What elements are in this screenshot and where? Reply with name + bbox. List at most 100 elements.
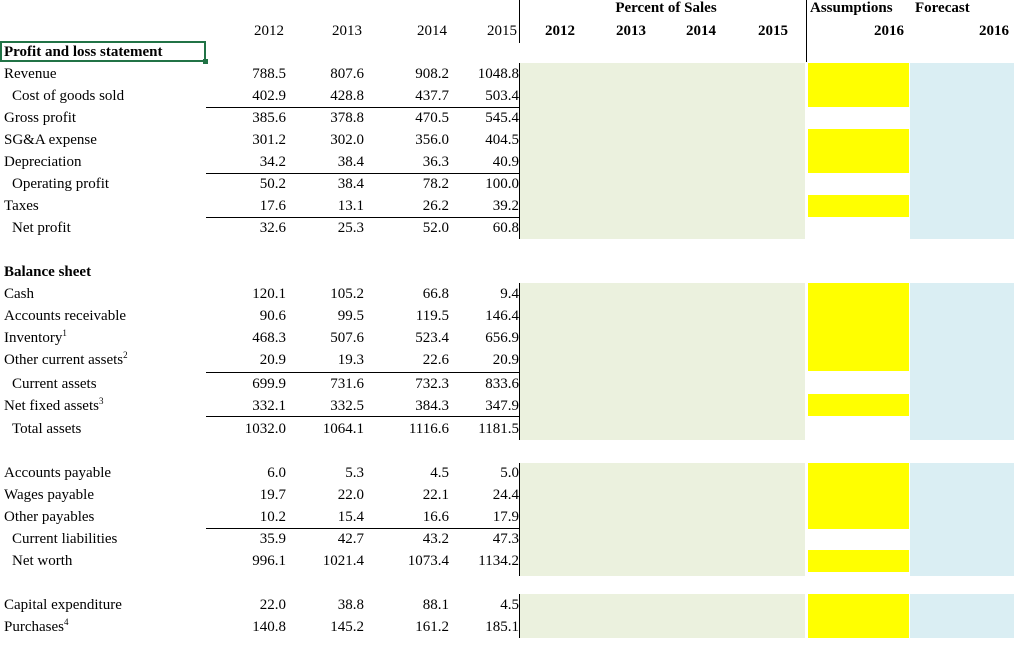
forecast-band-pl[interactable] (910, 63, 1014, 239)
row-label[interactable]: Total assets (12, 421, 81, 438)
value-cell[interactable]: 19.3 (337, 352, 364, 368)
row-label[interactable]: Accounts payable (4, 465, 111, 482)
value-cell[interactable]: 5.3 (345, 465, 364, 481)
value-cell[interactable]: 437.7 (415, 88, 449, 104)
value-cell[interactable]: 1181.5 (478, 421, 519, 437)
value-cell[interactable]: 356.0 (415, 132, 449, 148)
value-cell[interactable]: 42.7 (337, 531, 364, 547)
value-cell[interactable]: 302.0 (330, 132, 364, 148)
value-cell[interactable]: 22.0 (337, 487, 364, 503)
row-label[interactable]: Taxes (4, 198, 39, 215)
row-label[interactable]: Net fixed assets3 (4, 397, 103, 415)
assumption-band-2[interactable] (808, 129, 909, 173)
row-label[interactable]: Gross profit (4, 110, 76, 127)
fill-handle[interactable] (203, 59, 208, 64)
value-cell[interactable]: 402.9 (252, 88, 286, 104)
value-cell[interactable]: 47.3 (492, 531, 519, 547)
row-label[interactable]: Operating profit (12, 176, 109, 193)
value-cell[interactable]: 20.9 (259, 352, 286, 368)
value-cell[interactable]: 36.3 (422, 154, 449, 170)
row-label[interactable]: Net worth (12, 553, 72, 570)
value-cell[interactable]: 1134.2 (478, 553, 519, 569)
assumption-band-4[interactable] (808, 283, 909, 371)
value-cell[interactable]: 66.8 (422, 286, 449, 302)
value-cell[interactable]: 332.5 (330, 398, 364, 414)
assumption-band-5[interactable] (808, 394, 909, 416)
selected-cell[interactable] (0, 41, 208, 64)
value-cell[interactable]: 347.9 (485, 398, 519, 414)
row-label[interactable]: Current liabilities (12, 531, 117, 548)
value-cell[interactable]: 732.3 (415, 376, 449, 392)
value-cell[interactable]: 6.0 (267, 465, 286, 481)
value-cell[interactable]: 378.8 (330, 110, 364, 126)
value-cell[interactable]: 43.2 (422, 531, 449, 547)
value-cell[interactable]: 807.6 (330, 66, 364, 82)
value-cell[interactable]: 88.1 (422, 597, 449, 613)
value-cell[interactable]: 100.0 (485, 176, 519, 192)
value-cell[interactable]: 20.9 (492, 352, 519, 368)
forecast-band-capex[interactable] (910, 594, 1014, 638)
assumption-band-1[interactable] (808, 63, 909, 107)
value-cell[interactable]: 385.6 (252, 110, 286, 126)
value-cell[interactable]: 13.1 (337, 198, 364, 214)
value-cell[interactable]: 140.8 (252, 619, 286, 635)
value-cell[interactable]: 24.4 (492, 487, 519, 503)
value-cell[interactable]: 1073.4 (407, 553, 449, 569)
value-cell[interactable]: 39.2 (492, 198, 519, 214)
row-label[interactable]: Wages payable (4, 487, 94, 504)
value-cell[interactable]: 404.5 (485, 132, 519, 148)
value-cell[interactable]: 16.6 (422, 509, 449, 525)
value-cell[interactable]: 146.4 (485, 308, 519, 324)
value-cell[interactable]: 1048.8 (477, 66, 519, 82)
value-cell[interactable]: 9.4 (500, 286, 519, 302)
value-cell[interactable]: 105.2 (330, 286, 364, 302)
value-cell[interactable]: 15.4 (337, 509, 364, 525)
value-cell[interactable]: 788.5 (252, 66, 286, 82)
forecast-band-assets[interactable] (910, 283, 1014, 440)
value-cell[interactable]: 19.7 (259, 487, 286, 503)
value-cell[interactable]: 1064.1 (322, 421, 364, 437)
value-cell[interactable]: 1021.4 (322, 553, 364, 569)
value-cell[interactable]: 908.2 (415, 66, 449, 82)
row-label[interactable]: Other payables (4, 509, 94, 526)
value-cell[interactable]: 99.5 (337, 308, 364, 324)
forecast-band-liab[interactable] (910, 463, 1014, 576)
value-cell[interactable]: 50.2 (259, 176, 286, 192)
value-cell[interactable]: 38.4 (337, 154, 364, 170)
assumption-band-3[interactable] (808, 195, 909, 217)
value-cell[interactable]: 17.9 (492, 509, 519, 525)
value-cell[interactable]: 1116.6 (408, 421, 449, 437)
value-cell[interactable]: 60.8 (492, 220, 519, 236)
row-label[interactable]: Capital expenditure (4, 597, 122, 614)
row-label[interactable]: Other current assets2 (4, 351, 128, 369)
value-cell[interactable]: 4.5 (500, 597, 519, 613)
value-cell[interactable]: 17.6 (259, 198, 286, 214)
row-label[interactable]: Net profit (12, 220, 71, 237)
value-cell[interactable]: 507.6 (330, 330, 364, 346)
value-cell[interactable]: 545.4 (485, 110, 519, 126)
value-cell[interactable]: 833.6 (485, 376, 519, 392)
value-cell[interactable]: 119.5 (415, 308, 449, 324)
value-cell[interactable]: 185.1 (485, 619, 519, 635)
value-cell[interactable]: 10.2 (259, 509, 286, 525)
value-cell[interactable]: 35.9 (259, 531, 286, 547)
pct-band-liab[interactable] (520, 463, 805, 576)
pct-band-capex[interactable] (520, 594, 805, 638)
value-cell[interactable]: 22.1 (422, 487, 449, 503)
value-cell[interactable]: 301.2 (252, 132, 286, 148)
row-label[interactable]: Revenue (4, 66, 56, 83)
value-cell[interactable]: 470.5 (415, 110, 449, 126)
value-cell[interactable]: 22.0 (259, 597, 286, 613)
value-cell[interactable]: 731.6 (330, 376, 364, 392)
value-cell[interactable]: 40.9 (492, 154, 519, 170)
value-cell[interactable]: 32.6 (259, 220, 286, 236)
row-label[interactable]: Cash (4, 286, 34, 303)
value-cell[interactable]: 38.8 (337, 597, 364, 613)
row-label[interactable]: Depreciation (4, 154, 81, 171)
value-cell[interactable]: 996.1 (252, 553, 286, 569)
assumption-band-6[interactable] (808, 463, 909, 529)
value-cell[interactable]: 26.2 (422, 198, 449, 214)
assumption-band-7[interactable] (808, 550, 909, 572)
value-cell[interactable]: 503.4 (485, 88, 519, 104)
row-label[interactable]: SG&A expense (4, 132, 97, 149)
